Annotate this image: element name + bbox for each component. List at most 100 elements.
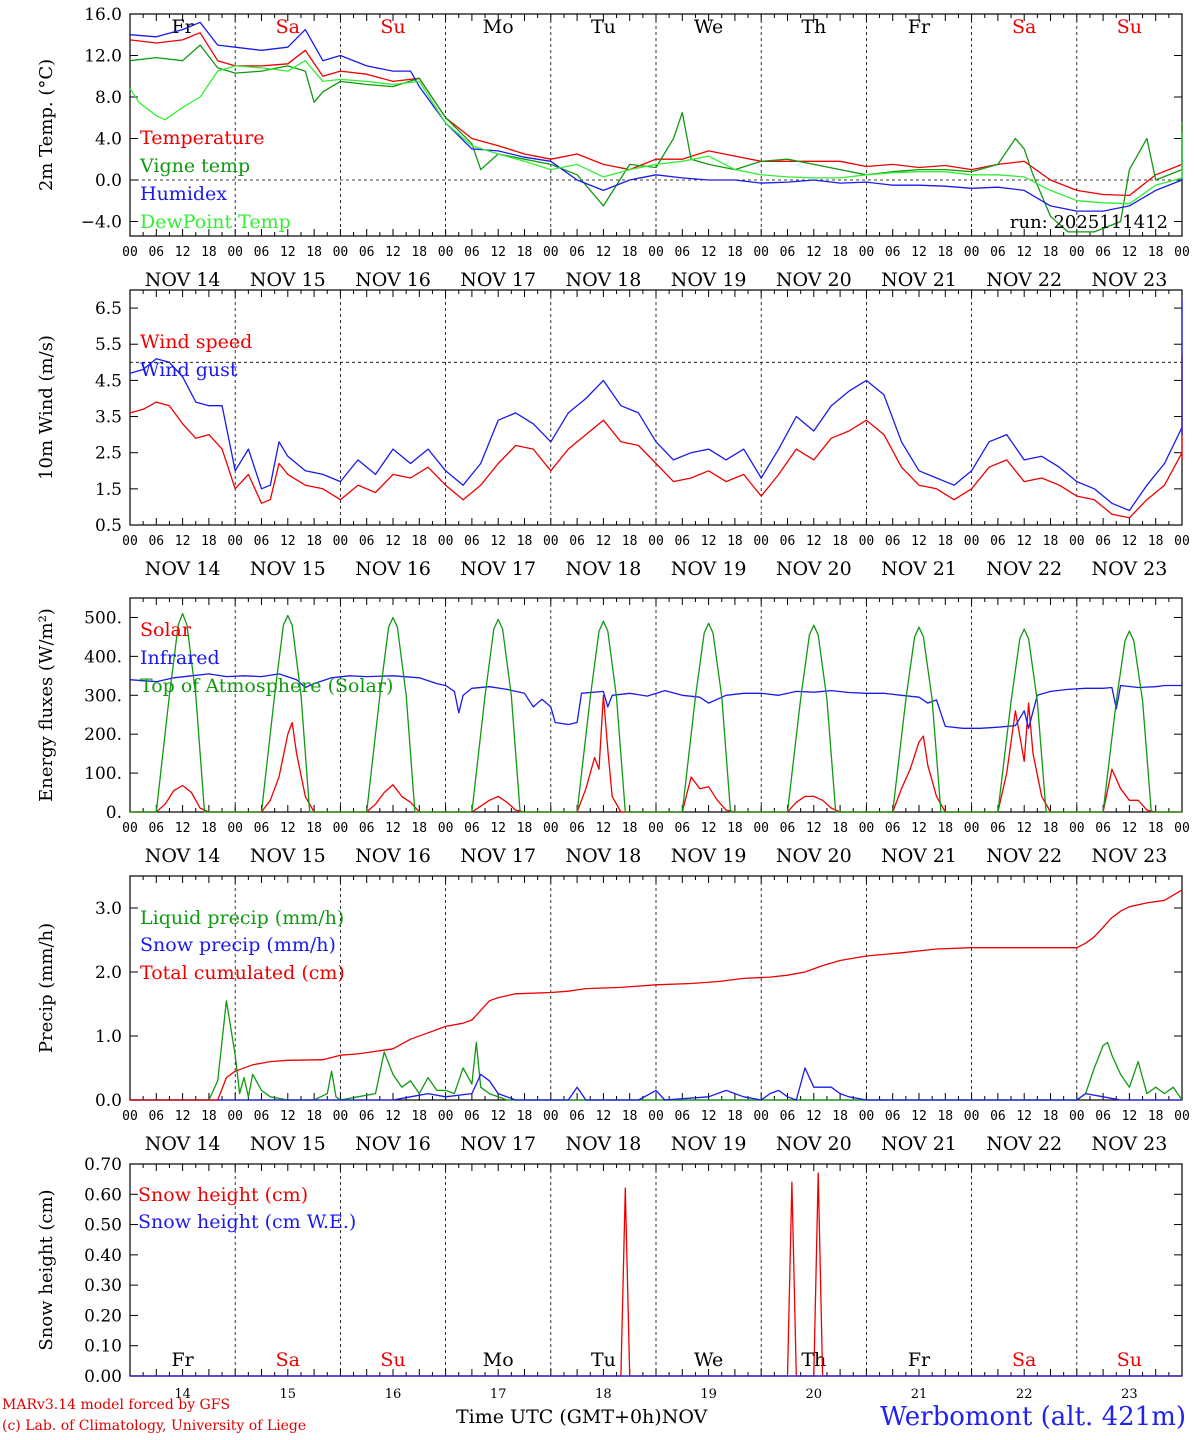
date-label: NOV 15 <box>250 269 326 291</box>
date-label: NOV 20 <box>776 1133 852 1155</box>
y-tick-label: 300. <box>84 686 122 706</box>
y-tick-label: 0.60 <box>84 1185 122 1205</box>
hour-tick-label: 06 <box>359 245 375 260</box>
hour-tick-label: 18 <box>622 245 638 260</box>
hour-tick-label: 18 <box>1043 1109 1059 1124</box>
hour-tick-label: 12 <box>175 245 191 260</box>
y-tick-label: 500. <box>84 608 122 628</box>
hour-tick-label: 12 <box>1016 1109 1032 1124</box>
hour-tick-label: 12 <box>385 534 401 549</box>
date-label: NOV 15 <box>250 1133 326 1155</box>
hour-tick-label: 12 <box>596 534 612 549</box>
legend-entry: Snow height (cm W.E.) <box>138 1211 356 1233</box>
date-label: NOV 22 <box>986 558 1062 580</box>
y-tick-label: 1.0 <box>95 1027 122 1047</box>
hour-tick-label: 06 <box>780 821 796 836</box>
hour-tick-label: 06 <box>148 534 164 549</box>
hour-tick-label: 12 <box>280 821 296 836</box>
hour-tick-label: 00 <box>859 821 875 836</box>
date-label: NOV 17 <box>460 1133 536 1155</box>
y-axis-label: Precip (mm/h) <box>36 923 57 1053</box>
y-tick-label: 100. <box>84 764 122 784</box>
hour-tick-label: 00 <box>543 245 559 260</box>
date-label: NOV 14 <box>145 1133 221 1155</box>
y-tick-label: 12.0 <box>84 46 122 66</box>
date-label: NOV 20 <box>776 845 852 867</box>
legend-entry: Humidex <box>140 183 227 205</box>
hour-tick-label: 00 <box>1069 821 1085 836</box>
hour-tick-label: 12 <box>701 534 717 549</box>
hour-tick-label: 00 <box>438 245 454 260</box>
hour-tick-label: 00 <box>1174 245 1190 260</box>
hour-tick-label: 12 <box>280 534 296 549</box>
weekday-label: Tu <box>591 16 616 38</box>
hour-tick-label: 06 <box>990 245 1006 260</box>
hour-tick-label: 18 <box>937 245 953 260</box>
hour-tick-label: 06 <box>990 534 1006 549</box>
hour-tick-label: 06 <box>569 245 585 260</box>
hour-tick-label: 12 <box>1122 1109 1138 1124</box>
hour-tick-label: 06 <box>254 534 270 549</box>
time-axis-month: NOV <box>661 1406 708 1428</box>
hour-tick-label: 06 <box>359 1109 375 1124</box>
hour-tick-label: 00 <box>333 245 349 260</box>
hour-tick-label: 12 <box>911 821 927 836</box>
y-tick-label: 4.5 <box>95 371 122 391</box>
date-label: NOV 18 <box>565 269 641 291</box>
y-tick-label: 6.5 <box>95 299 122 319</box>
hour-tick-label: 12 <box>385 821 401 836</box>
date-label: NOV 21 <box>881 1133 957 1155</box>
y-tick-label: 0.30 <box>84 1276 122 1296</box>
hour-tick-label: 00 <box>1174 1109 1190 1124</box>
hour-tick-label: 18 <box>1043 245 1059 260</box>
date-label: NOV 20 <box>776 558 852 580</box>
hour-tick-label: 00 <box>753 821 769 836</box>
station-name: Werbomont (alt. 421m) <box>880 1402 1186 1432</box>
hour-tick-label: 00 <box>227 534 243 549</box>
hour-tick-label: 06 <box>359 821 375 836</box>
legend-entry: Top of Atmosphere (Solar) <box>140 675 393 697</box>
hour-tick-label: 18 <box>306 1109 322 1124</box>
hour-tick-label: 00 <box>543 821 559 836</box>
y-tick-label: 8.0 <box>95 88 122 108</box>
hour-tick-label: 18 <box>306 534 322 549</box>
hour-tick-label: 06 <box>359 534 375 549</box>
date-label: NOV 19 <box>671 845 747 867</box>
day-number-label: 17 <box>490 1387 507 1402</box>
hour-tick-label: 06 <box>1095 534 1111 549</box>
y-axis-label: 2m Temp. (°C) <box>36 59 57 191</box>
y-tick-label: 16.0 <box>84 5 122 25</box>
legend-entry: Infrared <box>140 647 220 669</box>
hour-tick-label: 12 <box>280 245 296 260</box>
hour-tick-label: 06 <box>990 821 1006 836</box>
hour-tick-label: 06 <box>885 245 901 260</box>
hour-tick-label: 18 <box>832 534 848 549</box>
hour-tick-label: 00 <box>438 534 454 549</box>
hour-tick-label: 12 <box>806 534 822 549</box>
y-tick-label: 0.40 <box>84 1246 122 1266</box>
hour-tick-label: 06 <box>780 245 796 260</box>
y-tick-label: 0.5 <box>95 516 122 536</box>
hour-tick-label: 00 <box>333 821 349 836</box>
day-number-label: 20 <box>806 1387 823 1402</box>
weekday-label: Sa <box>276 16 300 38</box>
hour-tick-label: 12 <box>911 1109 927 1124</box>
hour-tick-label: 12 <box>911 534 927 549</box>
hour-tick-label: 12 <box>911 245 927 260</box>
date-label: NOV 16 <box>355 1133 431 1155</box>
series-line <box>129 21 1183 212</box>
date-label: NOV 22 <box>986 1133 1062 1155</box>
hour-tick-label: 00 <box>859 245 875 260</box>
y-axis-label: 10m Wind (m/s) <box>36 335 57 480</box>
y-tick-label: 3.0 <box>95 899 122 919</box>
hour-tick-label: 18 <box>411 821 427 836</box>
hour-tick-label: 18 <box>517 821 533 836</box>
date-label: NOV 15 <box>250 845 326 867</box>
date-label: NOV 18 <box>565 1133 641 1155</box>
series-line <box>130 1067 1182 1101</box>
hour-tick-label: 18 <box>937 534 953 549</box>
weekday-label: Mo <box>483 1349 514 1371</box>
hour-tick-label: 12 <box>1122 821 1138 836</box>
hour-tick-label: 12 <box>806 245 822 260</box>
date-label: NOV 17 <box>460 269 536 291</box>
